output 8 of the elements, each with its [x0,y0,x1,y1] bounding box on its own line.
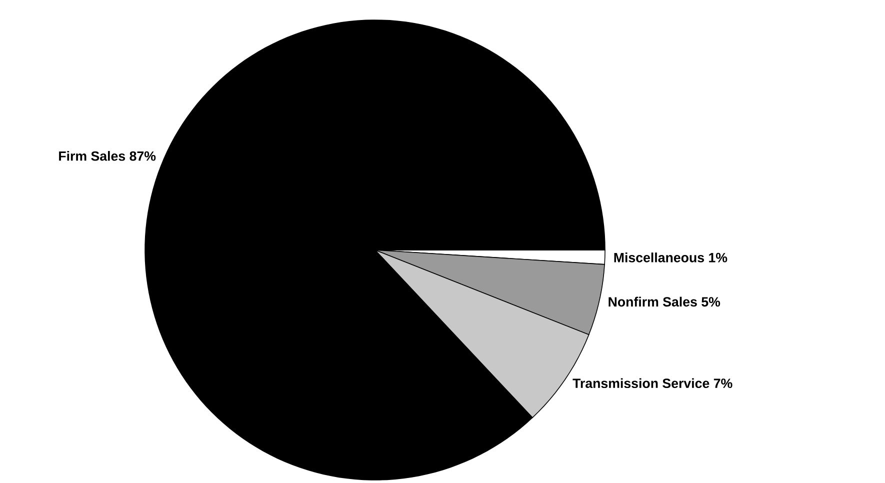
data-label: 5% [702,297,720,307]
slice-label: Firm Sales [59,151,126,161]
data-label: 7% [714,378,732,388]
slice-label: Transmission Service [572,378,710,388]
slice-label: Miscellaneous [614,252,704,262]
data-label: 87% [130,151,156,161]
slice-label: Nonfirm Sales [608,296,697,307]
data-label: 1% [709,252,728,262]
